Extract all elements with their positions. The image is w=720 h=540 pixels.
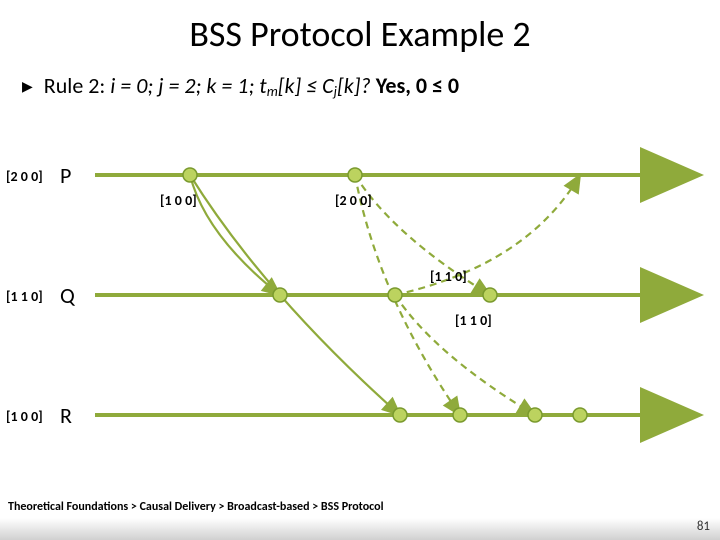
event-vector-label: [1 1 0]	[455, 312, 492, 329]
event-vector-label: [1 0 0]	[160, 192, 197, 209]
process-label: R	[60, 402, 72, 429]
footer-gradient	[0, 518, 720, 540]
process-label: P	[60, 162, 71, 189]
diagram: P [2 0 0] Q [1 1 0] R [1 0 0] [1 0 0] [2 0 0] [1…	[0, 140, 720, 450]
breadcrumb: Theoretical Foundations > Causal Deliver…	[8, 500, 384, 514]
page-number: 81	[697, 519, 710, 534]
bullet-icon: ▶	[22, 78, 33, 95]
event-vector-label: [1 1 0]	[430, 268, 467, 285]
event-vector-label: [2 0 0]	[335, 192, 372, 209]
diagram-svg	[0, 140, 720, 450]
vector-label: [1 1 0]	[6, 288, 43, 305]
vector-label: [1 0 0]	[6, 408, 43, 425]
vector-label: [2 0 0]	[6, 168, 43, 185]
page-title: BSS Protocol Example 2	[0, 0, 720, 64]
process-label: Q	[60, 282, 75, 309]
rule-line: ▶ Rule 2: i = 0; j = 2; k = 1; tm[k] ≤ C…	[0, 64, 720, 110]
